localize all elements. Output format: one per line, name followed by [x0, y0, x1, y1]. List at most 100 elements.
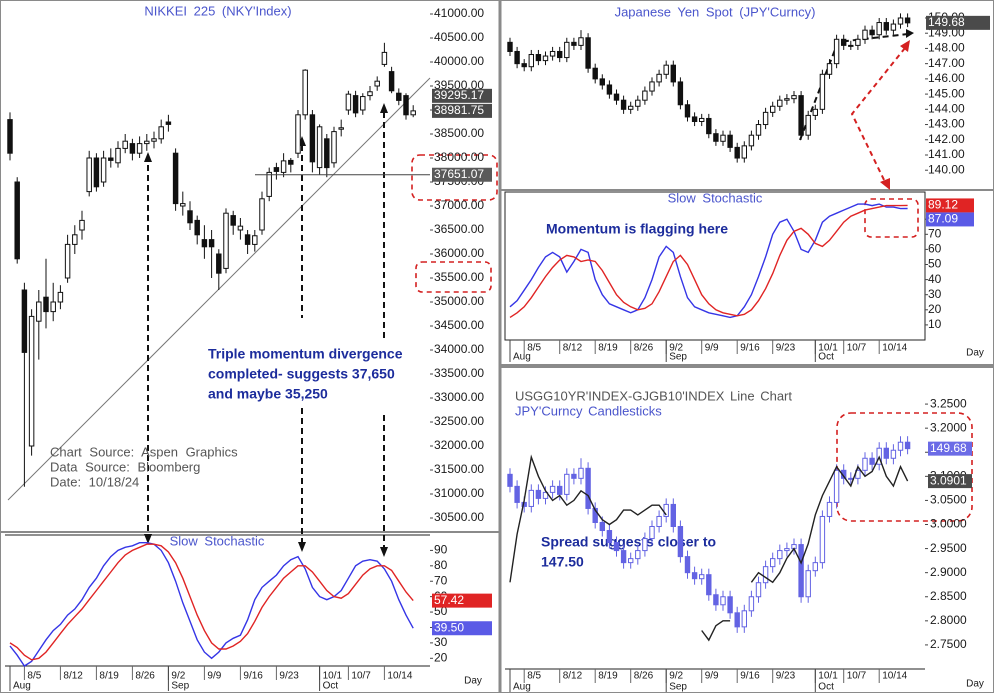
- candle-body: [165, 121, 172, 125]
- candle-body: [876, 22, 882, 36]
- x-tick-label: 10/14: [882, 343, 907, 354]
- candle-body: [762, 111, 769, 126]
- candle-body: [862, 457, 868, 471]
- candle-body: [777, 99, 783, 107]
- candle-body: [890, 23, 897, 31]
- month-label: Oct: [818, 682, 834, 693]
- x-tick-label: 9/16: [740, 343, 760, 354]
- candle-body: [620, 550, 627, 564]
- value-box: [928, 474, 972, 489]
- candle-body: [309, 114, 316, 163]
- x-tick-label: 10/14: [882, 671, 907, 682]
- value-box: [432, 167, 492, 182]
- candle-body: [748, 134, 755, 147]
- candle-body: [599, 78, 606, 86]
- candle-body: [663, 64, 669, 75]
- annotation: completed- suggests 37,650: [208, 366, 395, 382]
- annotation: Spread suggests closer to: [541, 534, 716, 550]
- y-tick-label: 33500.00: [434, 366, 484, 380]
- x-tick-label: 8/12: [563, 671, 583, 682]
- candle-body: [216, 253, 222, 274]
- candle-body: [7, 119, 13, 154]
- y-tick-label: 30: [434, 635, 448, 649]
- candle-body: [599, 521, 606, 532]
- candle-body: [324, 138, 330, 169]
- candle-body: [129, 143, 136, 154]
- candle-body: [338, 127, 344, 130]
- candle-body: [72, 234, 78, 245]
- candle-body: [840, 38, 847, 46]
- y-tick-label: 40500.00: [434, 30, 484, 44]
- candle-body: [734, 612, 740, 628]
- x-tick-label: 9/16: [740, 671, 760, 682]
- candle-body: [656, 73, 662, 83]
- candle-body: [833, 38, 840, 65]
- month-label: Aug: [513, 352, 531, 363]
- candle-body: [331, 131, 337, 164]
- candle-body: [762, 566, 769, 584]
- arrow-head: [380, 547, 388, 557]
- candle-body: [805, 570, 811, 598]
- y-tick-label: 140.00: [928, 162, 965, 176]
- y-tick-label: 20: [434, 650, 448, 664]
- candle-body: [720, 596, 726, 606]
- y-tick-label: 2.8500: [930, 589, 967, 603]
- y-tick-label: 40: [928, 272, 942, 286]
- y-tick-label: 35000.00: [434, 294, 484, 308]
- candle-body: [642, 90, 648, 101]
- candle-body: [201, 239, 208, 248]
- candle-body: [769, 105, 776, 113]
- dashed-arrow: [850, 47, 906, 185]
- candle-body: [698, 117, 705, 122]
- x-tick-label: 8/26: [634, 671, 654, 682]
- candle-body: [564, 41, 570, 59]
- y-tick-label: 2.7500: [930, 637, 967, 651]
- y-tick-label: 20: [928, 302, 942, 316]
- candle-body: [93, 157, 100, 188]
- y-tick-label: 2.9000: [930, 565, 967, 579]
- candle-body: [528, 54, 535, 68]
- highlight-box: [411, 154, 498, 201]
- candle-body: [897, 441, 904, 451]
- y-tick-label: 143.00: [928, 117, 965, 131]
- candle-body: [158, 126, 164, 140]
- arrow-head: [298, 542, 306, 552]
- x-tick-label: 9/23: [279, 671, 299, 682]
- chart-subtitle: JPY'Curncy Candlesticks: [515, 403, 662, 418]
- x-tick-label: 8/5: [27, 671, 41, 682]
- candle-body: [670, 64, 677, 83]
- y-tick-label: 70: [434, 573, 448, 587]
- candle-body: [677, 81, 684, 106]
- candle-body: [556, 50, 563, 59]
- candle-body: [57, 291, 64, 303]
- candle-body: [535, 54, 542, 62]
- candle-body: [14, 181, 20, 260]
- y-tick-label: 34000.00: [434, 342, 484, 356]
- candle-body: [904, 17, 911, 24]
- x-tick-label: 8/26: [135, 671, 155, 682]
- y-tick-label: 144.00: [928, 101, 965, 115]
- candle-body: [266, 171, 272, 197]
- candle-body: [791, 95, 797, 100]
- y-tick-label: 50: [434, 604, 448, 618]
- candle-body: [521, 63, 527, 68]
- annotation: and maybe 35,250: [208, 386, 328, 402]
- candle-body: [606, 84, 613, 95]
- candle-body: [684, 104, 691, 118]
- candle-body: [187, 210, 193, 224]
- candle-body: [136, 143, 143, 154]
- candle-body: [36, 301, 42, 322]
- candle-body: [194, 219, 200, 236]
- y-tick-label: 40000.00: [434, 54, 484, 68]
- x-tick-label: 8/19: [99, 671, 119, 682]
- candle-body: [122, 140, 128, 149]
- candle-body: [727, 134, 733, 148]
- y-tick-label: 141.00: [928, 147, 965, 161]
- arrow-head: [880, 178, 890, 190]
- value-box: [928, 441, 972, 456]
- y-tick-label: 39500.00: [434, 78, 484, 92]
- y-tick-label: 147.00: [928, 56, 965, 70]
- candle-body: [706, 117, 712, 135]
- candle-body: [798, 544, 804, 598]
